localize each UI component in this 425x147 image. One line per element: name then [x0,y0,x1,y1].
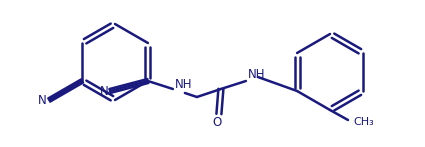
Text: NH: NH [175,77,193,91]
Text: N: N [99,85,108,97]
Text: NH: NH [248,67,265,81]
Text: O: O [212,116,221,128]
Text: CH₃: CH₃ [353,117,374,127]
Text: N: N [38,93,47,106]
